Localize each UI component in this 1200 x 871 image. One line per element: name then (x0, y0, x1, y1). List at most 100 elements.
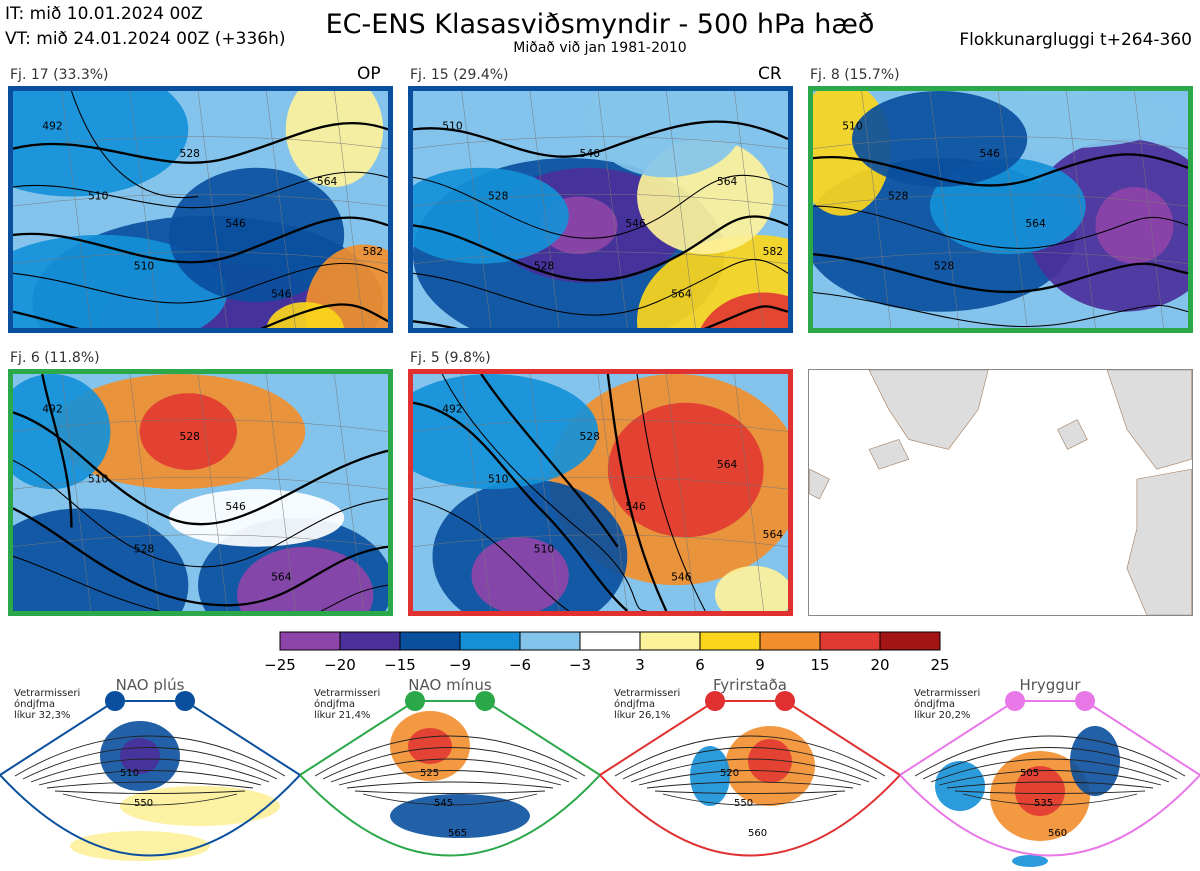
anomaly-area (1015, 766, 1065, 816)
empty-landmask-map (808, 369, 1193, 616)
regime-marker (705, 691, 725, 711)
contour-label: 510 (120, 768, 139, 779)
colorbar-tick-label: 3 (635, 656, 645, 674)
contour-label: 564 (717, 458, 738, 471)
anomaly-area (266, 302, 344, 328)
height-contour (813, 252, 1188, 294)
anomaly-area (1095, 186, 1174, 264)
height-contour (413, 305, 788, 328)
anomaly-area (714, 565, 788, 611)
contour-label: 528 (180, 430, 201, 443)
contour-label: 528 (534, 260, 555, 273)
height-contour (413, 215, 788, 282)
anomaly-area (70, 831, 210, 861)
colorbar-tick-label: −6 (509, 656, 531, 674)
regime-info-line: líkur 20,2% (914, 710, 971, 721)
height-contour (606, 374, 668, 611)
regime-title: NAO mínus (408, 676, 492, 694)
contour-label: 546 (671, 570, 692, 583)
regime-info-line: líkur 32,3% (14, 710, 71, 721)
regime-ridge: Hryggur Vetrarmisseri óndjfma líkur 20,2… (900, 676, 1200, 871)
anomaly-area (935, 761, 985, 811)
colorbar-swatch (699, 631, 761, 651)
regime-marker (775, 691, 795, 711)
contour-label: 550 (734, 798, 753, 809)
anomaly-area (1070, 726, 1120, 796)
colorbar-tick-label: 20 (870, 656, 889, 674)
contour-label: 528 (934, 260, 955, 273)
cluster-3-map: 510 528 528 546 564 (808, 86, 1193, 333)
colorbar-swatch (339, 631, 401, 651)
colorbar-swatch (579, 631, 641, 651)
anomaly-area (168, 167, 345, 303)
contour-label: 510 (842, 119, 863, 132)
colorbar-swatch (399, 631, 461, 651)
height-contour (13, 555, 388, 611)
regime-info-line: líkur 26,1% (614, 710, 671, 721)
anomaly-area (413, 167, 569, 264)
regime-info-line: óndjfma (614, 699, 655, 710)
contour-label: 582 (363, 245, 383, 258)
regime-info-line: Vetrarmisseri (914, 688, 981, 699)
height-contour (13, 216, 388, 264)
anomaly-area (690, 746, 730, 806)
cluster-5-map: 492 510 510 528 546 546 564 564 (408, 369, 793, 616)
landmass (1057, 419, 1088, 450)
contour-label: 546 (225, 217, 246, 230)
regime-marker (105, 691, 125, 711)
cluster-2-map: 510 528 528 546 546 564 564 582 (408, 86, 793, 333)
contour-label: 510 (88, 190, 109, 203)
colorbar-swatch (459, 631, 521, 651)
regime-nao-plus: NAO plús Vetrarmisseri óndjfma líkur 32,… (0, 676, 300, 871)
landmass (868, 370, 989, 450)
cluster-1-label: Fj. 17 (33.3%) (10, 67, 109, 83)
contour-label: 545 (434, 798, 453, 809)
regime-info-line: óndjfma (14, 699, 55, 710)
cluster-2-tag: CR (758, 64, 782, 84)
anomaly-area (700, 292, 788, 328)
regime-info-line: Vetrarmisseri (14, 688, 81, 699)
contour-label: 510 (134, 260, 155, 273)
height-contour (13, 459, 388, 568)
contour-label: 505 (1020, 768, 1039, 779)
height-contour (13, 411, 388, 526)
height-contour (413, 401, 629, 611)
anomaly-area (408, 728, 452, 764)
colorbar-swatch (519, 631, 581, 651)
height-contour (813, 291, 1188, 328)
height-contour (413, 120, 788, 158)
contour-label: 564 (317, 175, 338, 188)
height-contour (813, 205, 1188, 249)
height-contour (413, 258, 788, 316)
regime-marker (1005, 691, 1025, 711)
height-contour (13, 121, 388, 164)
contour-label: 510 (442, 119, 463, 132)
height-contour (480, 374, 619, 548)
colorbar-tick-label: 6 (695, 656, 705, 674)
regime-info-line: líkur 21,4% (314, 710, 371, 721)
regime-title: NAO plús (115, 676, 185, 694)
height-contour (441, 374, 647, 611)
contour-label: 520 (720, 768, 739, 779)
colorbar-swatch (879, 631, 941, 651)
contour-label: 565 (448, 828, 467, 839)
contour-label: 560 (1048, 828, 1067, 839)
colorbar-tick-label: −3 (569, 656, 591, 674)
classification-window-label: Flokkunargluggi t+264-360 (959, 30, 1192, 50)
colorbar: −25 −20 −15 −9 −6 −3 3 6 9 15 20 25 (260, 628, 960, 676)
height-contour (13, 303, 388, 328)
colorbar-tick-label: 9 (755, 656, 765, 674)
height-contour (13, 262, 388, 304)
anomaly-area (139, 393, 238, 470)
contour-label: 528 (888, 190, 909, 203)
landmass (1126, 468, 1192, 615)
colorbar-swatch (639, 631, 701, 651)
anomaly-area (1012, 855, 1048, 867)
initial-time-label: IT: mið 10.01.2024 00Z (5, 4, 203, 24)
contour-label: 510 (534, 543, 555, 556)
height-contour (413, 498, 570, 611)
regime-info: Vetrarmisseri óndjfma líkur 21,4% (314, 688, 380, 721)
contour-label: 546 (271, 287, 292, 300)
height-contour (13, 171, 388, 209)
colorbar-tick-label: −25 (264, 656, 296, 674)
